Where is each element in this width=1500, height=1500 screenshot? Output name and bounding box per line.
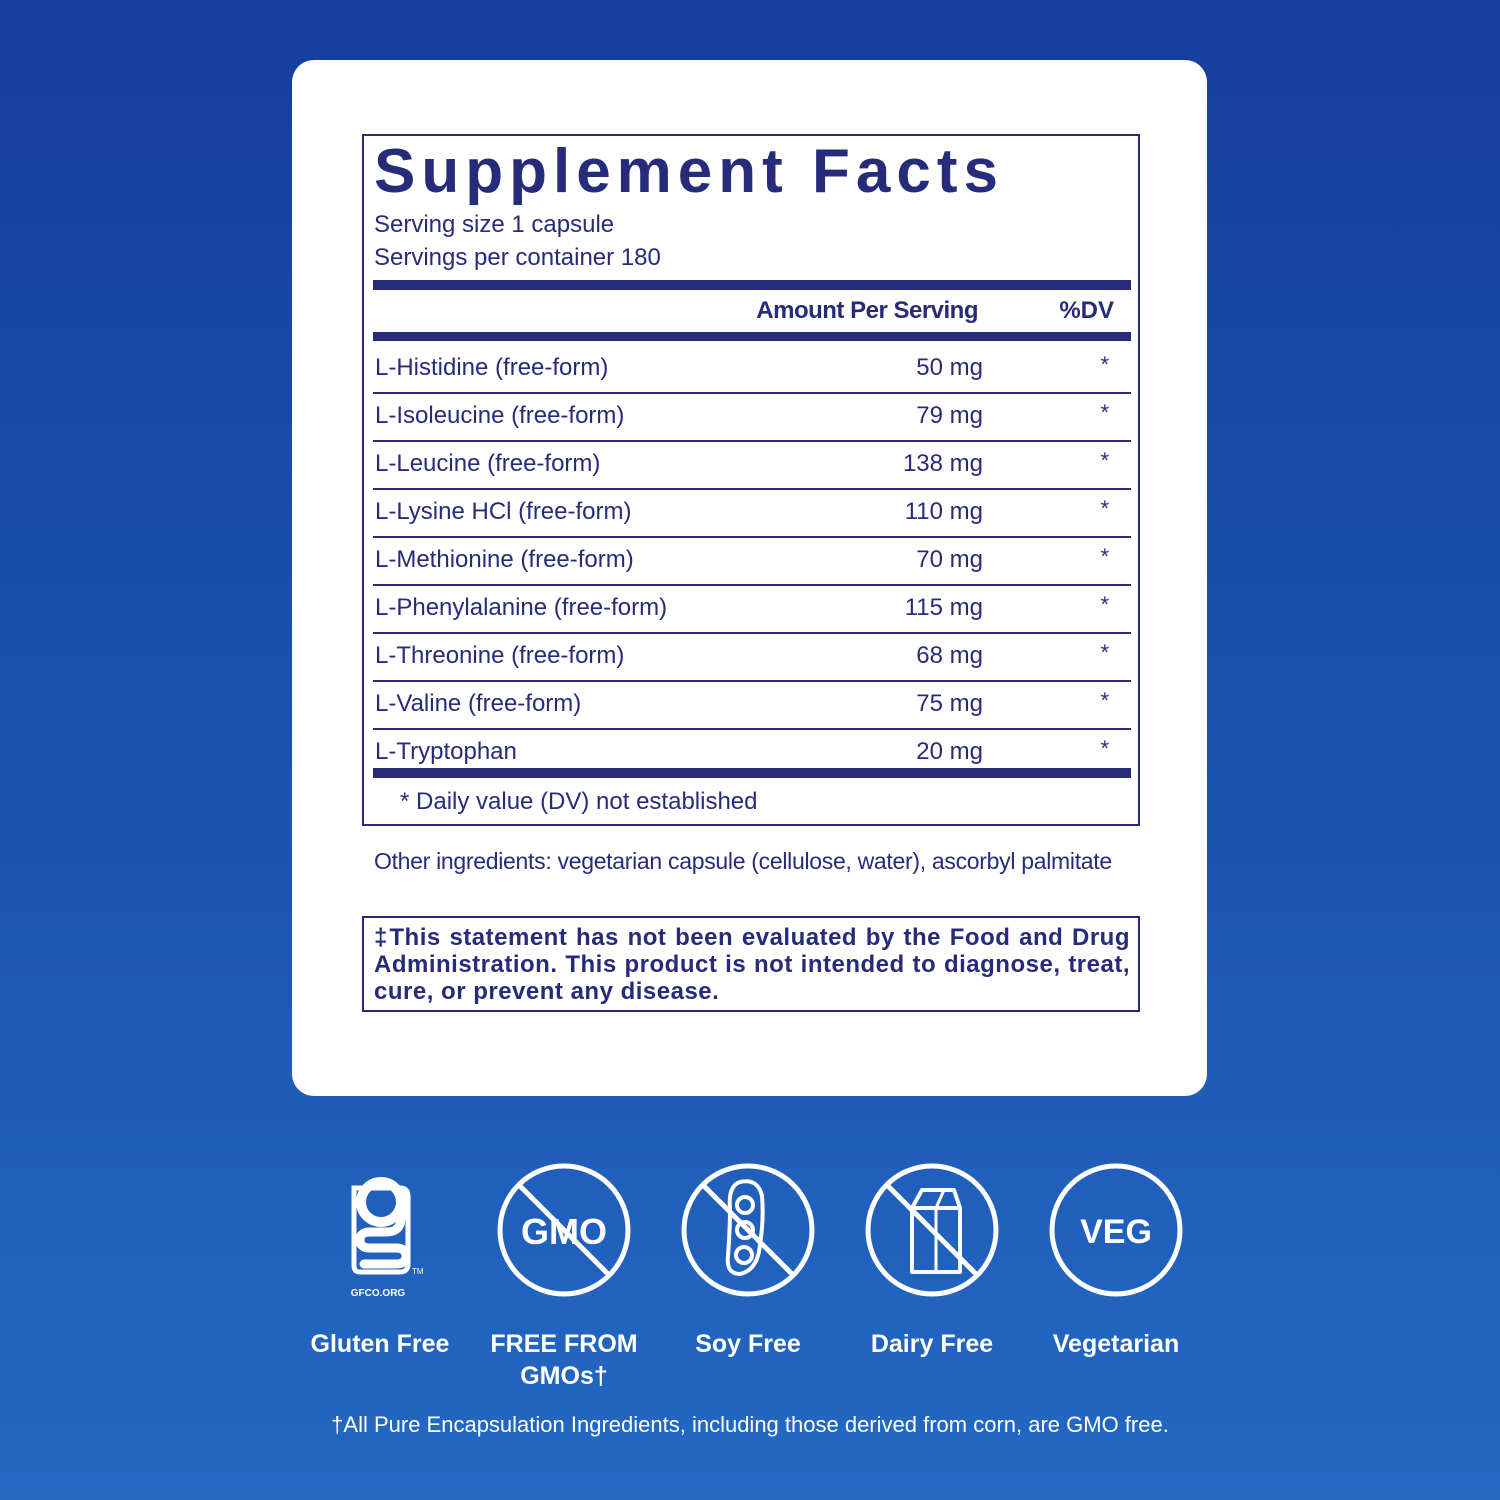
badge-dairy-free: Dairy Free [842,1160,1022,1360]
column-header-amount: Amount Per Serving [756,297,978,324]
ingredient-amount: 20 mg [916,738,983,765]
facts-title: Supplement Facts [374,137,1004,206]
table-row: L-Tryptophan 20 mg * [373,730,1131,776]
badge-gmo-free: GMO FREE FROM GMOs† [474,1160,654,1392]
divider-thick [373,280,1131,290]
table-row: L-Methionine (free-form) 70 mg * [373,538,1131,586]
badge-gluten-free: TM GFCO.ORG Gluten Free [290,1160,470,1360]
table-row: L-Phenylalanine (free-form) 115 mg * [373,586,1131,634]
ingredient-name: L-Leucine (free-form) [375,450,601,477]
ingredient-name: L-Lysine HCl (free-form) [375,498,632,525]
fda-disclaimer: ‡This statement has not been evaluated b… [362,916,1140,1012]
table-row: L-Histidine (free-form) 50 mg * [373,346,1131,394]
ingredient-name: L-Phenylalanine (free-form) [375,594,668,621]
badge-soy-free: Soy Free [658,1160,838,1360]
svg-text:GFCO.ORG: GFCO.ORG [351,1288,406,1299]
ingredient-dv: * [1100,640,1109,665]
servings-per-container: Servings per container 180 [374,244,661,271]
ingredient-dv: * [1100,400,1109,425]
other-ingredients: Other ingredients: vegetarian capsule (c… [374,848,1112,874]
dv-footnote: * Daily value (DV) not established [400,788,758,815]
supplement-facts-panel: Supplement Facts Serving size 1 capsule … [362,134,1140,826]
ingredient-name: L-Histidine (free-form) [375,354,609,381]
table-row: L-Leucine (free-form) 138 mg * [373,442,1131,490]
supplement-card: Supplement Facts Serving size 1 capsule … [292,60,1207,1096]
ingredient-dv: * [1100,592,1109,617]
gmo-footnote: †All Pure Encapsulation Ingredients, inc… [331,1412,1169,1437]
no-soy-icon [681,1163,815,1297]
ingredient-dv: * [1100,448,1109,473]
no-gmo-icon: GMO [497,1163,631,1297]
ingredient-dv: * [1100,352,1109,377]
column-header-dv: %DV [1059,297,1114,324]
ingredient-amount: 79 mg [916,402,983,429]
table-row: L-Valine (free-form) 75 mg * [373,682,1131,730]
ingredient-amount: 75 mg [916,690,983,717]
ingredient-dv: * [1100,544,1109,569]
ingredient-name: L-Valine (free-form) [375,690,582,717]
badge-label: Vegetarian [1052,1330,1180,1358]
ingredient-amount: 110 mg [904,498,983,525]
ingredient-name: L-Threonine (free-form) [375,642,625,669]
table-row: L-Threonine (free-form) 68 mg * [373,634,1131,682]
gluten-free-gfco-icon: TM GFCO.ORG [351,1177,424,1299]
divider-thick [373,332,1131,341]
badge-label: Gluten Free [310,1330,450,1358]
ingredient-dv: * [1100,496,1109,521]
ingredient-name: L-Tryptophan [375,738,517,765]
ingredient-amount: 115 mg [904,594,983,621]
badge-row: TM GFCO.ORG Gluten Free GMO FREE FROM GM… [290,1160,1210,1400]
divider-thick [373,768,1131,778]
badge-label: Dairy Free [870,1330,994,1358]
ingredient-amount: 138 mg [902,450,983,477]
table-row: L-Lysine HCl (free-form) 110 mg * [373,490,1131,538]
svg-text:GMO: GMO [521,1211,607,1252]
svg-text:VEG: VEG [1080,1213,1152,1251]
badge-label: FREE FROM GMOs† [490,1330,638,1390]
ingredient-amount: 70 mg [916,546,983,573]
svg-text:TM: TM [412,1267,424,1276]
table-row: L-Isoleucine (free-form) 79 mg * [373,394,1131,442]
ingredient-rows: L-Histidine (free-form) 50 mg * L-Isoleu… [373,346,1131,776]
no-dairy-icon [865,1163,999,1297]
serving-size: Serving size 1 capsule [374,211,615,238]
ingredient-amount: 50 mg [916,354,983,381]
badge-vegetarian: VEG Vegetarian [1026,1160,1206,1360]
ingredient-amount: 68 mg [916,642,983,669]
ingredient-dv: * [1100,736,1109,761]
badge-label: Soy Free [695,1330,801,1358]
ingredient-name: L-Isoleucine (free-form) [375,402,625,429]
ingredient-name: L-Methionine (free-form) [375,546,634,573]
ingredient-dv: * [1100,688,1109,713]
veg-icon: VEG [1049,1163,1183,1297]
